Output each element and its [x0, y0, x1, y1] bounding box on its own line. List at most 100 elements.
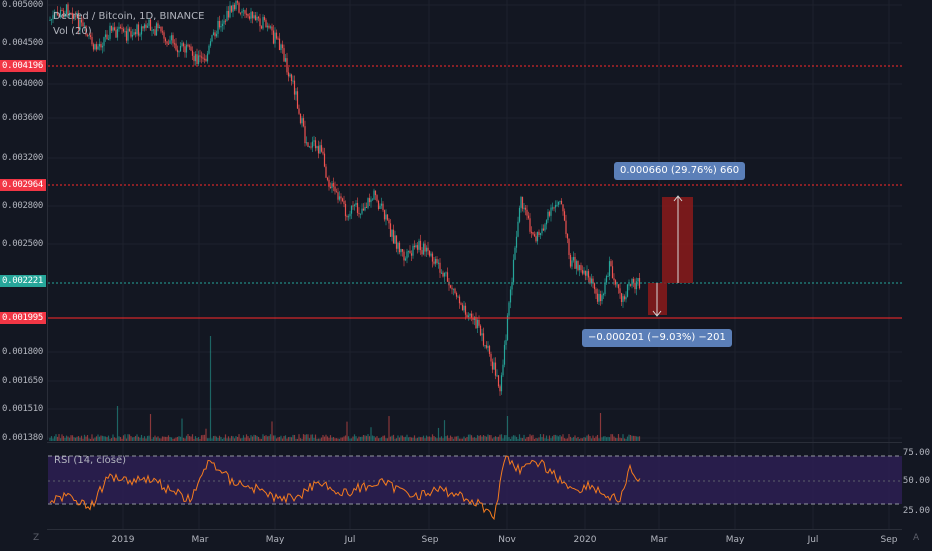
time-axis[interactable]: 2019 Mar May Jul Sep Nov 2020 Mar May Ju… [47, 529, 902, 551]
candle-body [185, 44, 188, 53]
candle-body [199, 55, 201, 57]
candle-body [545, 220, 548, 225]
candle-body [518, 207, 521, 222]
candle-body [197, 55, 200, 65]
candle-body [248, 16, 251, 19]
candle-body [191, 50, 194, 56]
candle-body [392, 229, 395, 244]
candle-body [593, 283, 596, 290]
candle-body [500, 375, 503, 392]
candle-body [409, 250, 411, 254]
time-tick: Mar [191, 535, 209, 545]
volume-bar [236, 436, 239, 441]
candle-body [287, 72, 290, 77]
rsi-scale[interactable]: 75.00 50.00 25.00 [902, 443, 932, 528]
candle-body [430, 253, 432, 256]
candle-body [428, 250, 431, 256]
candle-body [280, 44, 282, 51]
candle-body [277, 38, 279, 40]
candle-body [589, 277, 591, 284]
candle-body [115, 30, 117, 38]
price-scale[interactable]: 0.005000 0.004500 0.004000 0.003600 0.00… [0, 0, 48, 443]
candle-body [314, 140, 317, 149]
volume-bar [407, 437, 410, 441]
volume-bar [383, 435, 386, 441]
symbol-legend[interactable]: Decred / Bitcoin, 1D, BINANCE [53, 11, 205, 22]
volume-bar [209, 336, 212, 441]
volume-bar [523, 434, 525, 441]
candle-body [302, 118, 305, 127]
volume-bar [317, 438, 320, 441]
volume-bar [457, 435, 459, 441]
volume-bar [370, 427, 372, 441]
volume-bar [296, 438, 299, 441]
volume-bar [436, 438, 438, 441]
candle-body [316, 146, 318, 149]
volume-bar [287, 437, 290, 441]
candle-body [173, 43, 176, 45]
candle-body [515, 236, 518, 248]
volume-legend[interactable]: Vol (20) [53, 26, 92, 37]
volume-bar [545, 435, 548, 441]
volume-bar [626, 436, 629, 441]
volume-bar [221, 438, 224, 441]
candle-body [554, 205, 557, 208]
volume-bar [148, 435, 150, 441]
volume-bar [49, 437, 51, 441]
candle-body [481, 333, 483, 336]
volume-bar [254, 435, 257, 441]
volume-bar [200, 435, 203, 441]
candle-body [614, 280, 617, 285]
candle-body [434, 258, 437, 264]
candles [49, 0, 641, 396]
candle-body [338, 196, 341, 200]
timezone-button[interactable]: Z [33, 533, 40, 543]
candle-body [551, 207, 554, 209]
candle-body [385, 214, 387, 220]
volume-bar [631, 435, 633, 441]
volume-bar [100, 435, 102, 441]
volume-bar [472, 437, 474, 441]
rsi-legend[interactable]: RSI (14, close) [54, 455, 127, 466]
pane-divider[interactable] [47, 442, 902, 443]
volume-bar [326, 436, 329, 441]
volume-bar [260, 438, 263, 441]
candle-body [335, 191, 338, 193]
volume-bar [476, 435, 479, 441]
candle-body [163, 32, 165, 39]
volume-bar [496, 436, 498, 441]
candle-body [181, 43, 183, 46]
volume-bar [142, 438, 144, 441]
volume-bar [139, 437, 141, 441]
volume-bar [109, 438, 111, 441]
candle-body [373, 190, 375, 200]
volume-bar [565, 438, 567, 441]
candle-body [403, 251, 405, 261]
volume-bar [203, 434, 206, 441]
candle-body [538, 231, 540, 236]
candle-body [386, 214, 389, 220]
candle-body [151, 30, 153, 32]
candle-body [304, 126, 306, 144]
auto-scale-button[interactable]: A [913, 533, 920, 543]
volume-bar [329, 435, 332, 441]
candle-body [533, 234, 536, 237]
candle-body [398, 242, 401, 253]
volume-bar [602, 436, 605, 441]
volume-bar [548, 435, 551, 441]
volume-bar [505, 435, 507, 441]
volume-bar [584, 437, 587, 441]
candle-body [541, 228, 543, 234]
candle-body [146, 25, 149, 28]
time-tick: 2020 [573, 535, 597, 545]
price-tick: 0.001650 [2, 376, 43, 386]
volume-bar [500, 434, 503, 441]
candle-body [401, 249, 404, 252]
volume-bar [638, 436, 641, 441]
volume-bar [143, 436, 146, 441]
candle-body [547, 211, 549, 221]
candle-body [344, 203, 347, 217]
volume-bar [184, 438, 186, 441]
candle-body [241, 11, 243, 13]
